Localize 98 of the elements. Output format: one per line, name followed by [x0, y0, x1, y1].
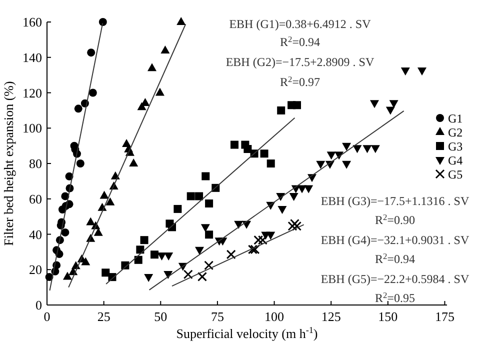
- point: [362, 145, 372, 154]
- annotation: R$^{2}$=0.94: [280, 34, 320, 49]
- y-tick-label: 0: [36, 298, 42, 312]
- point: [293, 101, 301, 110]
- point: [277, 106, 286, 114]
- point: [258, 235, 268, 245]
- point: [370, 100, 379, 108]
- point: [260, 150, 268, 158]
- annotation: EBH (G1)=0.38+6.4912 . SV: [229, 17, 372, 31]
- point: [205, 199, 214, 208]
- point: [160, 45, 170, 54]
- point: [230, 140, 238, 149]
- annotation: R$^{2}$=0.90: [375, 212, 415, 227]
- point: [98, 18, 107, 26]
- point: [140, 236, 148, 244]
- point: [87, 48, 96, 57]
- point: [370, 145, 380, 154]
- point: [278, 206, 287, 214]
- point: [316, 160, 326, 169]
- point: [174, 204, 182, 213]
- y-tick-label: 100: [22, 120, 42, 136]
- legend-label: G3: [448, 140, 463, 154]
- point: [200, 224, 210, 232]
- point: [352, 145, 362, 154]
- point: [389, 100, 398, 108]
- x-tick-label: 125: [321, 309, 341, 324]
- point: [248, 244, 258, 254]
- point: [144, 274, 154, 282]
- point: [204, 260, 214, 270]
- point: [164, 271, 173, 280]
- x-tick-label: 150: [378, 309, 398, 324]
- x-tick-label: 175: [434, 309, 454, 324]
- x-tick-label: 25: [97, 309, 110, 324]
- point: [86, 217, 96, 226]
- point: [61, 228, 70, 236]
- point: [164, 252, 174, 260]
- x-tick-label: 100: [264, 309, 284, 324]
- annotation: EBH (G3)=−17.5+1.1316 . SV: [320, 194, 470, 208]
- annotation: R$^{2}$=0.97: [280, 74, 320, 89]
- point: [292, 221, 302, 231]
- x-tick-label: 75: [210, 309, 224, 324]
- point: [288, 221, 298, 231]
- legend-label: G5: [448, 168, 463, 182]
- legend-label: G4: [448, 154, 463, 168]
- point: [342, 160, 352, 169]
- y-tick-label: 80: [29, 156, 42, 171]
- point: [250, 244, 260, 254]
- point: [102, 268, 110, 277]
- point: [155, 88, 164, 96]
- point: [88, 88, 97, 97]
- point: [418, 67, 426, 76]
- point: [244, 144, 252, 153]
- point: [76, 160, 84, 168]
- y-tick-label: 60: [29, 191, 42, 206]
- y-tick-label: 120: [22, 85, 42, 100]
- point: [62, 272, 72, 280]
- annotation: R$^{2}$=0.94: [375, 252, 415, 266]
- point: [106, 197, 115, 206]
- point: [81, 257, 90, 266]
- point: [186, 192, 195, 200]
- y-tick-label: 140: [22, 50, 42, 65]
- point: [176, 17, 186, 25]
- point: [386, 106, 395, 115]
- point: [74, 104, 82, 113]
- x-axis-title: Superficial velocity (m h$^{-1}$): [176, 325, 318, 341]
- point: [342, 142, 352, 151]
- x-tick-label: 50: [154, 309, 168, 324]
- point: [129, 158, 138, 166]
- y-axis-title: Filter bed height expansion (%): [1, 81, 16, 246]
- point: [136, 246, 144, 254]
- point: [183, 270, 193, 280]
- point: [304, 185, 314, 194]
- point: [290, 218, 300, 228]
- point: [266, 232, 276, 240]
- point: [195, 192, 204, 200]
- point: [195, 246, 204, 255]
- point: [148, 63, 156, 72]
- point: [197, 272, 207, 282]
- y-tick-label: 160: [22, 14, 42, 30]
- legend-label: G2: [448, 126, 463, 140]
- annotation: R$^{2}$=0.95: [375, 290, 415, 305]
- y-tick-label: 20: [29, 262, 42, 278]
- annotation: EBH (G2)=−17.5+2.8909 . SV: [226, 55, 374, 69]
- point: [289, 193, 298, 202]
- point: [326, 152, 336, 160]
- point: [254, 235, 264, 245]
- point: [226, 250, 236, 260]
- point: [202, 172, 210, 180]
- point: [150, 250, 158, 259]
- point: [266, 160, 275, 168]
- annotation: EBH (G4)=−32.1+0.9031 . SV: [320, 233, 470, 247]
- point: [100, 190, 109, 199]
- point: [134, 256, 142, 264]
- point: [400, 67, 410, 76]
- y-tick-label: 40: [29, 226, 42, 242]
- legend-label: G1: [448, 112, 463, 126]
- point: [205, 230, 214, 239]
- annotation: EBH (G5)=−22.2+0.5984 . SV: [320, 272, 470, 286]
